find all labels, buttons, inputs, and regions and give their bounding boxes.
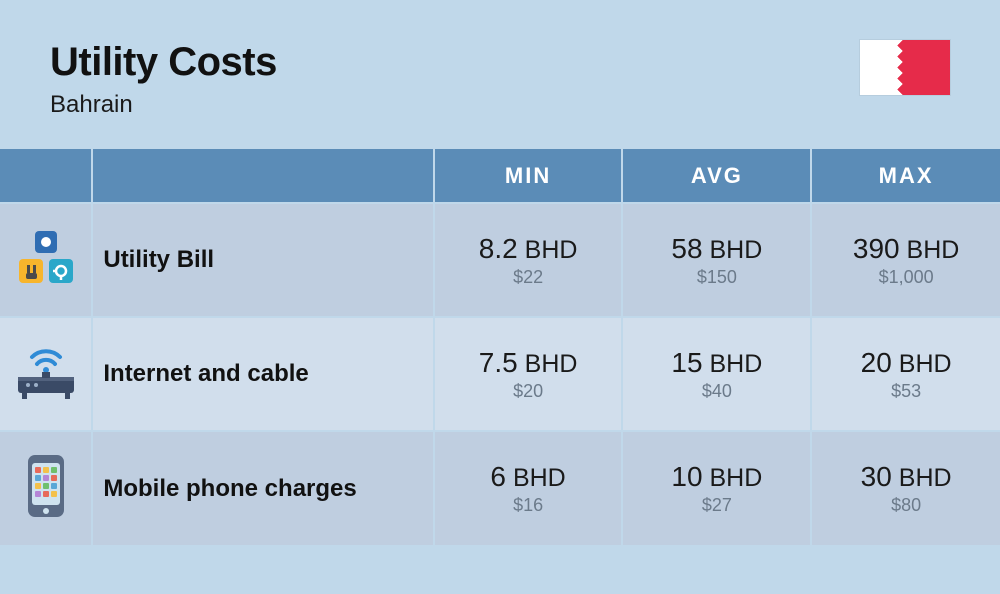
internet-icon — [12, 343, 80, 406]
page-title: Utility Costs — [50, 40, 277, 85]
utility-costs-table: MIN AVG MAX — [0, 149, 1000, 545]
bahrain-flag-icon — [860, 40, 950, 95]
table-header-row: MIN AVG MAX — [0, 149, 1000, 203]
phone-icon — [24, 453, 68, 524]
row-label: Mobile phone charges — [92, 431, 433, 545]
table-header-avg: AVG — [622, 149, 811, 203]
header: Utility Costs Bahrain — [0, 0, 1000, 149]
cell-min: 8.2 BHD $22 — [434, 203, 623, 317]
cell-min: 6 BHD $16 — [434, 431, 623, 545]
cell-max: 390 BHD $1,000 — [811, 203, 1000, 317]
row-icon-cell — [0, 203, 92, 317]
row-label: Utility Bill — [92, 203, 433, 317]
table-row: Internet and cable 7.5 BHD $20 15 BHD $4… — [0, 317, 1000, 431]
page-subtitle: Bahrain — [50, 91, 277, 119]
utility-icon — [15, 229, 77, 292]
row-icon-cell — [0, 317, 92, 431]
cell-max: 20 BHD $53 — [811, 317, 1000, 431]
cell-min: 7.5 BHD $20 — [434, 317, 623, 431]
table-header-blank-2 — [92, 149, 433, 203]
table-row: Utility Bill 8.2 BHD $22 58 BHD $150 390… — [0, 203, 1000, 317]
table-header-blank-1 — [0, 149, 92, 203]
cell-avg: 10 BHD $27 — [622, 431, 811, 545]
table-row: Mobile phone charges 6 BHD $16 10 BHD $2… — [0, 431, 1000, 545]
table-header-max: MAX — [811, 149, 1000, 203]
table-header-min: MIN — [434, 149, 623, 203]
row-icon-cell — [0, 431, 92, 545]
cell-avg: 58 BHD $150 — [622, 203, 811, 317]
cell-avg: 15 BHD $40 — [622, 317, 811, 431]
row-label: Internet and cable — [92, 317, 433, 431]
cell-max: 30 BHD $80 — [811, 431, 1000, 545]
header-text: Utility Costs Bahrain — [50, 40, 277, 119]
